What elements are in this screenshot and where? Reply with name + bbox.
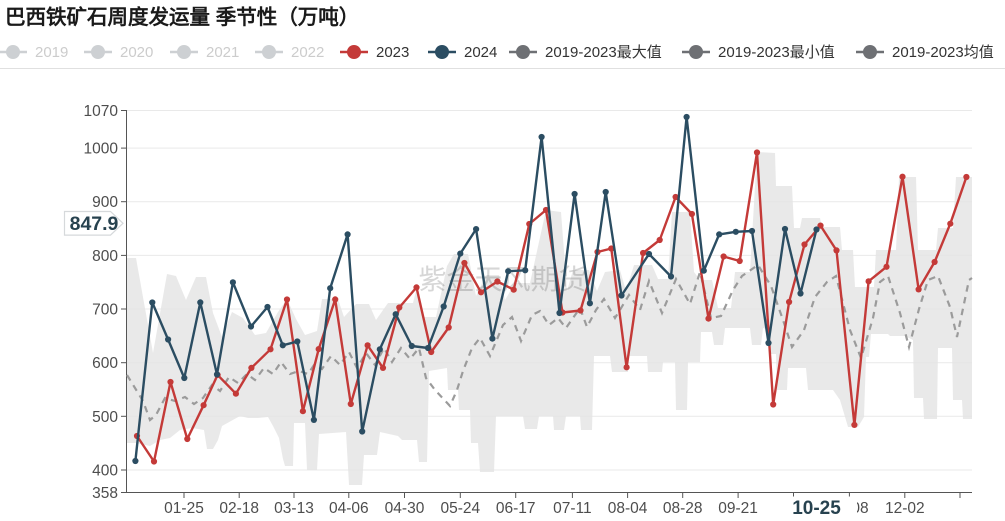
svg-text:2019: 2019 xyxy=(35,44,68,61)
svg-text:08-04: 08-04 xyxy=(608,500,648,517)
svg-text:2020: 2020 xyxy=(120,44,153,61)
svg-text:2019-2023最小值: 2019-2023最小值 xyxy=(718,44,835,61)
svg-text:800: 800 xyxy=(92,248,118,265)
svg-text:400: 400 xyxy=(92,463,118,480)
svg-text:08-28: 08-28 xyxy=(663,500,703,517)
svg-text:04-30: 04-30 xyxy=(385,500,425,517)
svg-text:巴西铁矿石周度发运量 季节性（万吨）: 巴西铁矿石周度发运量 季节性（万吨） xyxy=(5,5,359,29)
svg-text:2019-2023均值: 2019-2023均值 xyxy=(892,44,994,61)
svg-text:2023: 2023 xyxy=(376,44,409,61)
svg-text:02-18: 02-18 xyxy=(219,500,259,517)
svg-text:1070: 1070 xyxy=(84,103,119,120)
svg-text:700: 700 xyxy=(92,302,118,319)
svg-text:05-24: 05-24 xyxy=(440,500,480,517)
svg-text:1000: 1000 xyxy=(84,141,119,158)
svg-text:09-21: 09-21 xyxy=(718,500,758,517)
svg-text:01-25: 01-25 xyxy=(164,500,204,517)
svg-text:07-11: 07-11 xyxy=(553,500,592,517)
svg-text:2022: 2022 xyxy=(291,44,324,61)
svg-text:500: 500 xyxy=(92,409,118,426)
svg-text:03-13: 03-13 xyxy=(274,500,314,517)
svg-text:2021: 2021 xyxy=(206,44,239,61)
svg-text:600: 600 xyxy=(92,355,118,372)
svg-text:12-02: 12-02 xyxy=(885,500,925,517)
svg-text:10-25: 10-25 xyxy=(792,498,841,519)
svg-text:06-17: 06-17 xyxy=(496,500,536,517)
svg-text:2024: 2024 xyxy=(464,44,497,61)
svg-text:358: 358 xyxy=(92,485,118,502)
svg-text:04-06: 04-06 xyxy=(329,500,369,517)
svg-text:2019-2023最大值: 2019-2023最大值 xyxy=(545,44,662,61)
svg-text:847.9: 847.9 xyxy=(70,213,119,235)
svg-text:900: 900 xyxy=(92,194,118,211)
